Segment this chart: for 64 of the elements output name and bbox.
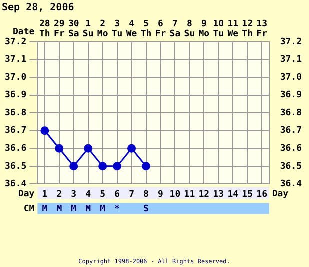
text: 12 Th <box>242 19 254 40</box>
y2-tick-label: 37.1 <box>280 55 302 66</box>
text: 13 Fr <box>256 19 268 40</box>
point <box>55 144 64 153</box>
x-tick-label: 16 <box>256 190 268 200</box>
text: 4 We <box>126 19 138 40</box>
text: Day <box>18 190 35 200</box>
y2-tick-label: 36.8 <box>280 108 302 118</box>
text: 6 Fr <box>155 19 167 40</box>
chart-title: Sep 28, 2006 <box>2 2 74 14</box>
x-tick-label: 3 <box>71 190 77 200</box>
text: 8 Su <box>184 19 196 40</box>
y-tick-label: 36.5 <box>4 162 27 172</box>
point <box>98 162 108 171</box>
x-axis-title: Day <box>272 190 290 200</box>
x-tick-label: 12 <box>198 190 210 200</box>
point <box>70 162 78 171</box>
x-tick-label: 10 <box>170 190 181 200</box>
y-tick-label: 36.7 <box>4 126 27 136</box>
y2-tick-label: 36.6 <box>280 144 302 154</box>
text: 30 Sa <box>68 19 80 40</box>
point <box>84 144 93 153</box>
x-tick-label: 15 <box>242 190 254 200</box>
y-tick-label: 37.1 <box>4 55 27 66</box>
text: 29 Fr <box>54 19 66 40</box>
x-tick-label: 11 <box>184 190 196 200</box>
x-tick-label: 1 <box>42 190 48 200</box>
text: 9 Mo <box>198 19 210 40</box>
y2-tick-label: 36.9 <box>280 90 302 101</box>
text: 28 Th <box>39 19 50 40</box>
y2-tick-label: 37.2 <box>280 37 302 48</box>
text: 3 Tu <box>112 19 123 40</box>
y-tick-label: 37.2 <box>4 37 27 48</box>
text: 5 Th <box>140 19 152 40</box>
text: M M M M M * S <box>42 204 149 215</box>
text: 10 Tu <box>213 19 224 40</box>
x-tick-label: 5 <box>100 190 106 200</box>
y2-tick-label: 36.4 <box>280 180 303 190</box>
x-tick-label: 13 <box>213 190 224 200</box>
point <box>142 162 151 171</box>
y-tick-label: 36.6 <box>4 144 27 154</box>
y-tick-label: 36.4 <box>4 180 28 190</box>
y-tick-label: 36.9 <box>4 90 27 101</box>
x-tick-label: 8 <box>144 190 149 200</box>
text: Date <box>12 27 36 38</box>
y-tick-label: 36.8 <box>4 108 27 118</box>
x-tick-label: 6 <box>114 190 120 200</box>
x-tick-label: 9 <box>158 190 164 200</box>
point <box>128 144 136 153</box>
y2-tick-label: 37.0 <box>280 72 302 83</box>
text: CM <box>24 204 36 215</box>
x-tick-label: 14 <box>228 190 240 200</box>
point <box>113 162 122 171</box>
text: 1 Su <box>82 19 94 40</box>
text: 7 Sa <box>170 19 181 40</box>
y-tick-label: 37.0 <box>4 72 27 83</box>
text: 11 We <box>228 19 240 40</box>
point <box>40 126 50 136</box>
y2-tick-label: 36.7 <box>280 126 302 136</box>
y2-tick-label: 36.5 <box>280 162 302 172</box>
x-tick-label: 2 <box>56 190 62 200</box>
text: 2 Mo <box>97 19 108 40</box>
x-tick-label: 4 <box>86 190 92 200</box>
x-tick-label: 7 <box>129 190 134 200</box>
